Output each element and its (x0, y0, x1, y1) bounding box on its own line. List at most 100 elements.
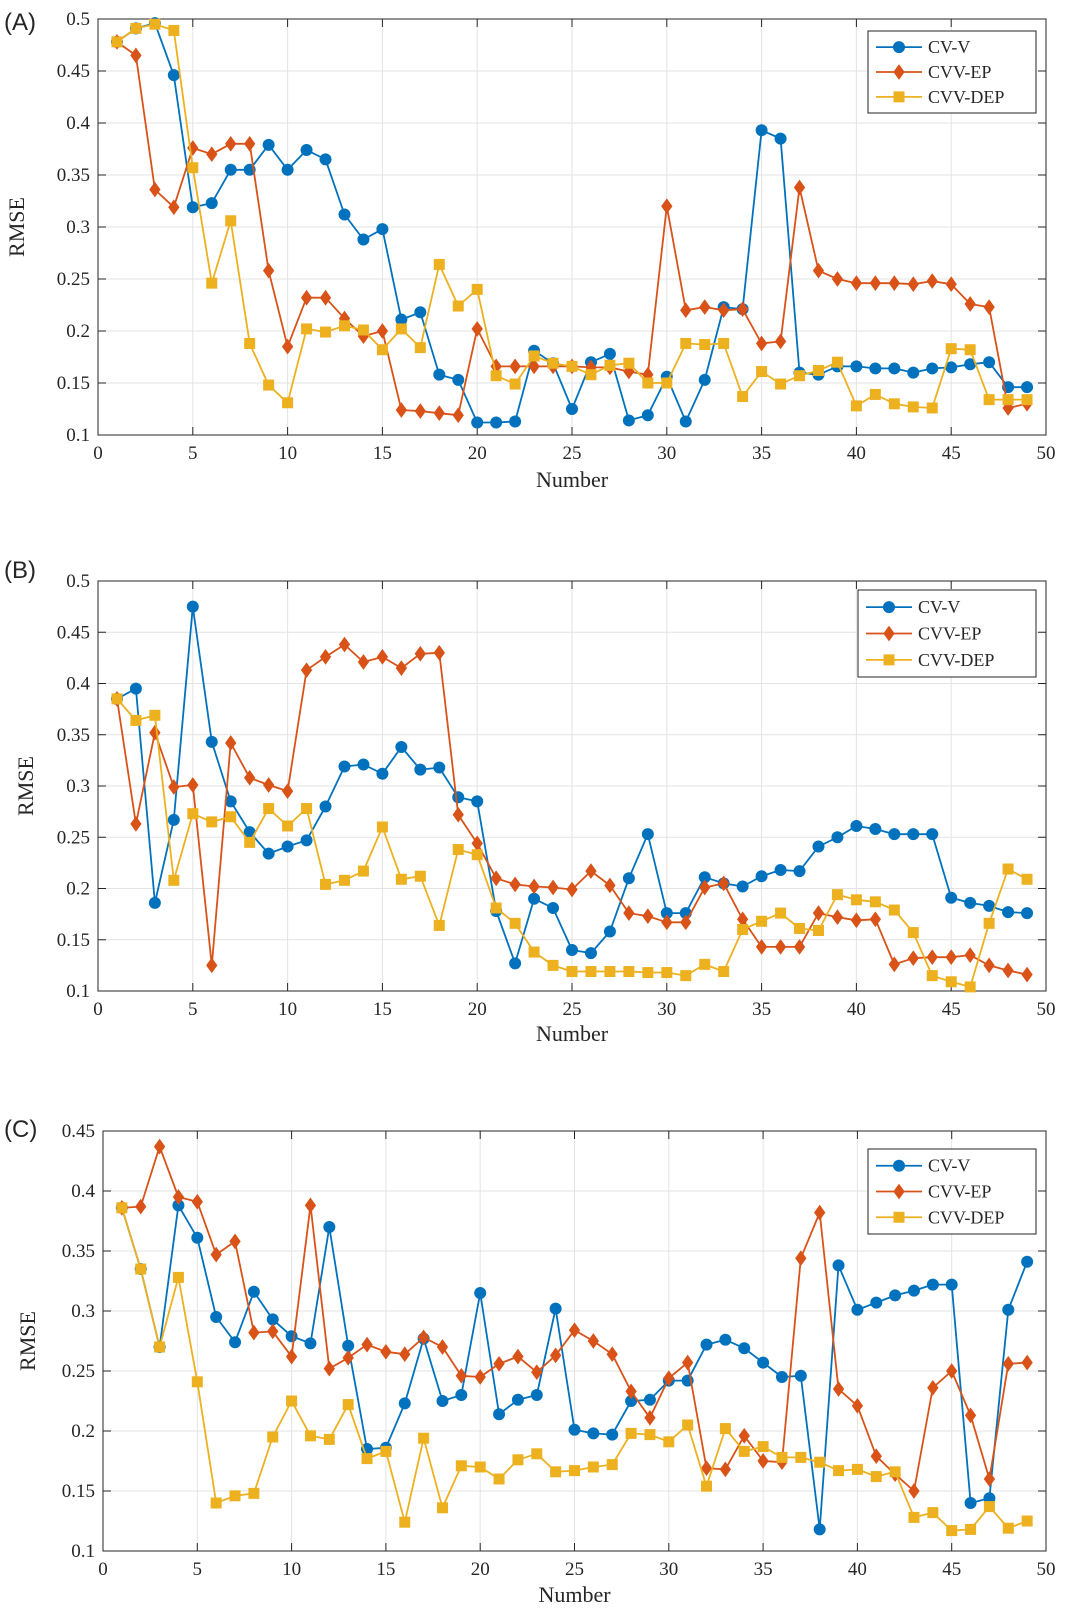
series-cvv-dep-point (225, 215, 237, 227)
x-tick-label: 35 (754, 1559, 773, 1580)
series-cvv-ep-point (812, 905, 825, 921)
series-cv-v-point (566, 403, 578, 415)
series-cvv-dep-point (1002, 863, 1014, 875)
series-cv-v-point (813, 1523, 826, 1536)
series-cv-v-point (210, 1311, 223, 1323)
series-cvv-ep-point (700, 1460, 713, 1477)
series-cvv-ep-point (945, 949, 957, 966)
series-cv-v-point (455, 1389, 468, 1401)
series-cvv-dep-point (248, 1487, 260, 1499)
series-cvv-ep-point (604, 877, 616, 894)
series-cvv-ep-point (135, 1198, 147, 1215)
series-cvv-ep-point (172, 1189, 185, 1205)
series-cvv-ep-point (338, 636, 351, 653)
series-cvv-dep-point (304, 1430, 316, 1442)
series-cvv-dep-point (1021, 1515, 1033, 1527)
y-tick-label: 0.45 (62, 1121, 95, 1142)
series-cv-v-point (262, 847, 275, 860)
series-cvv-dep-point (414, 342, 426, 354)
series-cv-v-point (528, 892, 541, 905)
series-cv-v-point (167, 69, 180, 82)
series-cv-v-point (850, 360, 863, 373)
y-tick-label: 0.4 (66, 674, 90, 695)
series-cvv-dep-point (718, 966, 730, 978)
series-cvv-dep-point (395, 323, 407, 335)
x-tick-label: 10 (282, 1559, 301, 1580)
series-cv-v-point (1002, 906, 1015, 919)
series-cvv-dep-point (719, 1423, 731, 1435)
series-cvv-dep-point (172, 1271, 184, 1283)
series-cvv-dep-point (870, 1471, 882, 1483)
x-tick-label: 40 (848, 1559, 867, 1580)
series-cv-v-point (907, 366, 920, 379)
x-tick-label: 15 (376, 1559, 395, 1580)
series-cvv-ep-point (718, 302, 730, 319)
series-cv-v-point (851, 1303, 864, 1316)
series-cv-v-point (945, 1278, 958, 1291)
legend-marker (883, 601, 895, 614)
series-cv-v-point (926, 1278, 939, 1291)
series-cvv-ep-point (945, 276, 957, 293)
series-cvv-dep-point (606, 1459, 618, 1471)
series-cvv-dep-point (775, 907, 787, 919)
series-cvv-dep-point (604, 966, 616, 978)
series-cvv-dep-point (509, 917, 521, 929)
series-cv-v-point (964, 1497, 977, 1509)
legend-item-cv-v: CV-V (876, 1156, 970, 1176)
y-axis-label: RMSE (4, 197, 29, 257)
series-cvv-ep-point (926, 949, 938, 966)
series-cv-v-point (414, 306, 427, 319)
series-cvv-dep-point (229, 1490, 241, 1502)
series-cvv-dep-point (547, 959, 559, 971)
legend-marker (883, 625, 895, 642)
legend-label: CVV-EP (928, 62, 991, 82)
series-cvv-ep-point (661, 914, 673, 931)
series-cvv-ep-point (1002, 962, 1014, 979)
series-cvv-ep-point (285, 1348, 298, 1365)
series-cvv-ep-point (869, 275, 882, 292)
series-cvv-dep-point (395, 873, 407, 885)
series-cvv-ep-point (130, 816, 142, 832)
y-tick-label: 0.2 (66, 321, 90, 342)
series-cv-v-point (643, 1393, 656, 1406)
series-cv-v-point (870, 1296, 883, 1309)
x-tick-label: 5 (193, 1559, 203, 1580)
x-tick-label: 35 (752, 443, 771, 464)
series-cvv-ep-point (623, 905, 635, 921)
series-cv-v-point (698, 373, 711, 386)
series-cv-v-point (584, 947, 597, 960)
series-cv-v-point (832, 1259, 845, 1272)
series-cvv-dep-point (625, 1427, 637, 1439)
legend-item-cvv-ep: CVV-EP (866, 624, 981, 644)
series-cvv-dep-point (623, 357, 635, 369)
series-cvv-dep-point (812, 925, 824, 937)
series-cvv-ep-point (661, 198, 673, 215)
series-cvv-dep-point (418, 1432, 430, 1444)
series-cvv-ep-point (831, 271, 844, 287)
series-cvv-ep-point (888, 956, 900, 973)
series-cvv-ep-point (793, 939, 806, 955)
series-cvv-dep-point (531, 1448, 543, 1460)
series-cvv-dep-point (888, 904, 900, 916)
series-cvv-dep-point (946, 1525, 958, 1537)
series-cvv-dep-point (776, 1451, 788, 1463)
series-cv-v-point (1021, 381, 1034, 394)
series-cvv-ep-point (680, 302, 692, 319)
series-cvv-ep-point (319, 289, 332, 306)
series-cvv-ep-point (623, 363, 635, 380)
y-tick-label: 0.35 (62, 1241, 95, 1262)
series-cvv-ep-point (490, 870, 502, 887)
legend-marker (893, 41, 905, 54)
series-cvv-ep-point (907, 276, 919, 293)
series-cvv-dep-point (323, 1433, 335, 1445)
series-cv-v-point (338, 760, 351, 773)
series-cvv-dep-point (737, 391, 749, 403)
series-cv-v-point (262, 138, 275, 151)
legend: CV-V CVV-EP CVV-DEP (867, 30, 1037, 114)
series-cvv-ep-point (130, 47, 142, 64)
series-cvv-ep-point (206, 957, 218, 974)
panel-label: (B) (4, 557, 36, 584)
series-cv-v-point (398, 1397, 411, 1410)
series-cvv-ep-point (436, 1339, 449, 1355)
